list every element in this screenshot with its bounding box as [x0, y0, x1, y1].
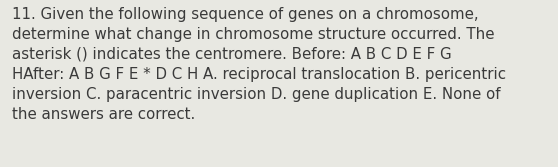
Text: 11. Given the following sequence of genes on a chromosome,
determine what change: 11. Given the following sequence of gene… — [12, 7, 506, 122]
